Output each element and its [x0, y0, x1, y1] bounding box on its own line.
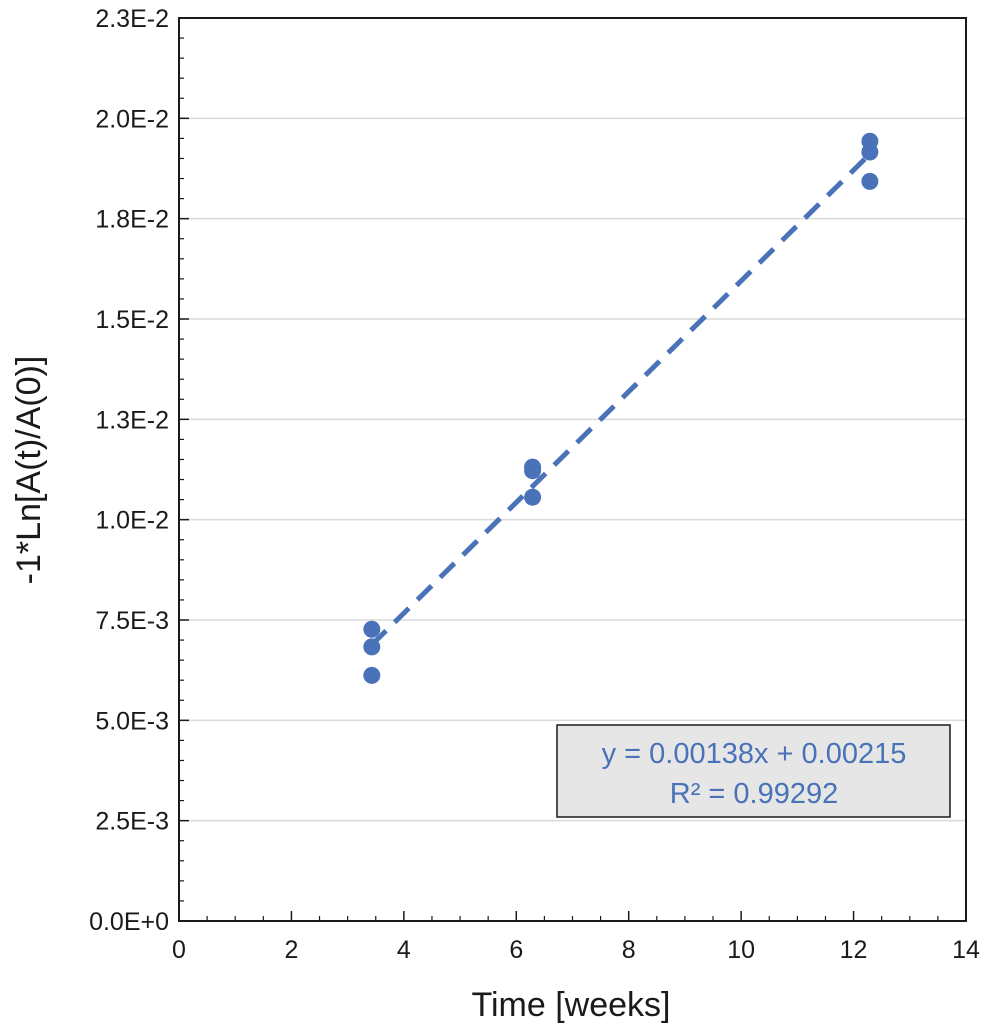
data-point-4: [524, 462, 542, 480]
y-tick-label-9: 2.3E-2: [95, 5, 169, 33]
data-point-8: [861, 172, 879, 190]
y-tick-label-7: 1.8E-2: [95, 206, 169, 234]
x-tick-label-7: 14: [952, 936, 980, 964]
x-tick-label-3: 6: [509, 936, 523, 964]
data-point-0: [363, 620, 381, 638]
y-tick-label-1: 2.5E-3: [95, 808, 169, 836]
data-point-5: [524, 488, 542, 506]
x-tick-label-1: 2: [284, 936, 298, 964]
x-tick-label-5: 10: [727, 936, 755, 964]
x-tick-label-0: 0: [172, 936, 186, 964]
y-tick-labels: 0.0E+0 2.5E-3 5.0E-3 7.5E-3 1.0E-2 1.3E-2 1.5E…: [89, 5, 169, 936]
y-tick-label-5: 1.3E-2: [95, 406, 169, 434]
data-point-1: [363, 638, 381, 656]
x-axis-title: Time [weeks]: [471, 986, 670, 1024]
x-tick-label-4: 8: [622, 936, 636, 964]
trendline-equation: y = 0.00138x + 0.00215: [602, 738, 907, 770]
y-tick-label-6: 1.5E-2: [95, 306, 169, 334]
equation-box-background: [556, 724, 951, 818]
y-tick-label-4: 1.0E-2: [95, 507, 169, 535]
y-axis-title: -1*Ln[A(t)/A(0)]: [10, 356, 48, 585]
axes-group: [178, 17, 967, 922]
y-tick-label-2: 5.0E-3: [95, 707, 169, 735]
y-tick-label-0: 0.0E+0: [89, 908, 169, 936]
x-tick-label-6: 12: [840, 936, 868, 964]
data-point-7: [861, 143, 879, 161]
x-tick-label-2: 4: [397, 936, 411, 964]
x-tick-labels: 0 2 4 6 8 10 12 14: [172, 936, 980, 964]
trendline-r-squared: R² = 0.99292: [670, 778, 838, 810]
trendline-equation-box: y = 0.00138x + 0.00215 R² = 0.99292: [556, 724, 951, 818]
trendline: [370, 152, 872, 647]
trendline-group: [370, 152, 872, 647]
y-tick-label-3: 7.5E-3: [95, 607, 169, 635]
grid-lines: [179, 117, 966, 822]
y-tick-label-8: 2.0E-2: [95, 105, 169, 133]
data-point-2: [363, 666, 381, 684]
data-points: [363, 132, 879, 684]
